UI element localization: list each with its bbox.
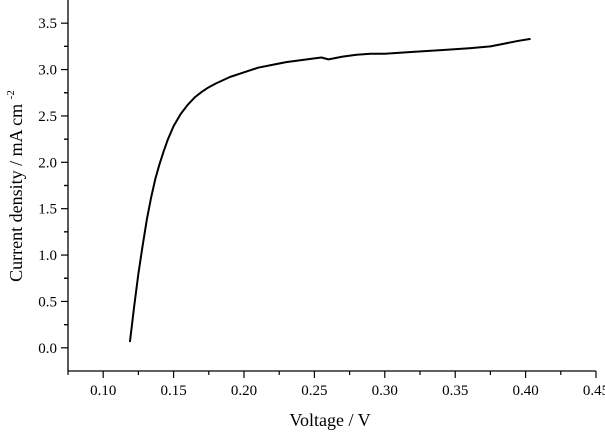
chart-axes [67,0,596,372]
y-tick-label: 0.0 [38,341,57,357]
x-axis-title: Voltage / V [289,410,370,430]
y-axis-title-main: Current density / mA cm [6,104,26,282]
y-axis-title: Current density / mA cm -2 [5,90,26,282]
y-tick-label: 2.0 [38,155,57,171]
x-ticks: 0.10 0.15 0.20 0.25 0.30 0.35 0.40 0.45 [67,371,605,399]
x-tick-label: 0.15 [160,383,186,399]
y-tick-label: 0.5 [38,294,57,310]
x-tick-label: 0.20 [231,383,257,399]
y-tick-label: 1.0 [38,248,57,264]
y-tick-label: 3.5 [38,16,57,32]
y-ticks: 0.0 0.5 1.0 1.5 2.0 2.5 3.0 3.5 [38,16,68,357]
series-group [129,38,531,343]
y-tick-label: 2.5 [38,109,57,125]
x-tick-label: 0.45 [583,383,605,399]
series-line-0 [129,38,531,343]
y-axis-title-superscript: -2 [5,90,17,99]
x-tick-label: 0.25 [301,383,327,399]
y-tick-label: 1.5 [38,202,57,218]
y-tick-label: 3.0 [38,63,57,79]
x-tick-label: 0.35 [442,383,468,399]
x-tick-label: 0.30 [372,383,398,399]
x-tick-label: 0.10 [90,383,116,399]
x-tick-label: 0.40 [512,383,538,399]
